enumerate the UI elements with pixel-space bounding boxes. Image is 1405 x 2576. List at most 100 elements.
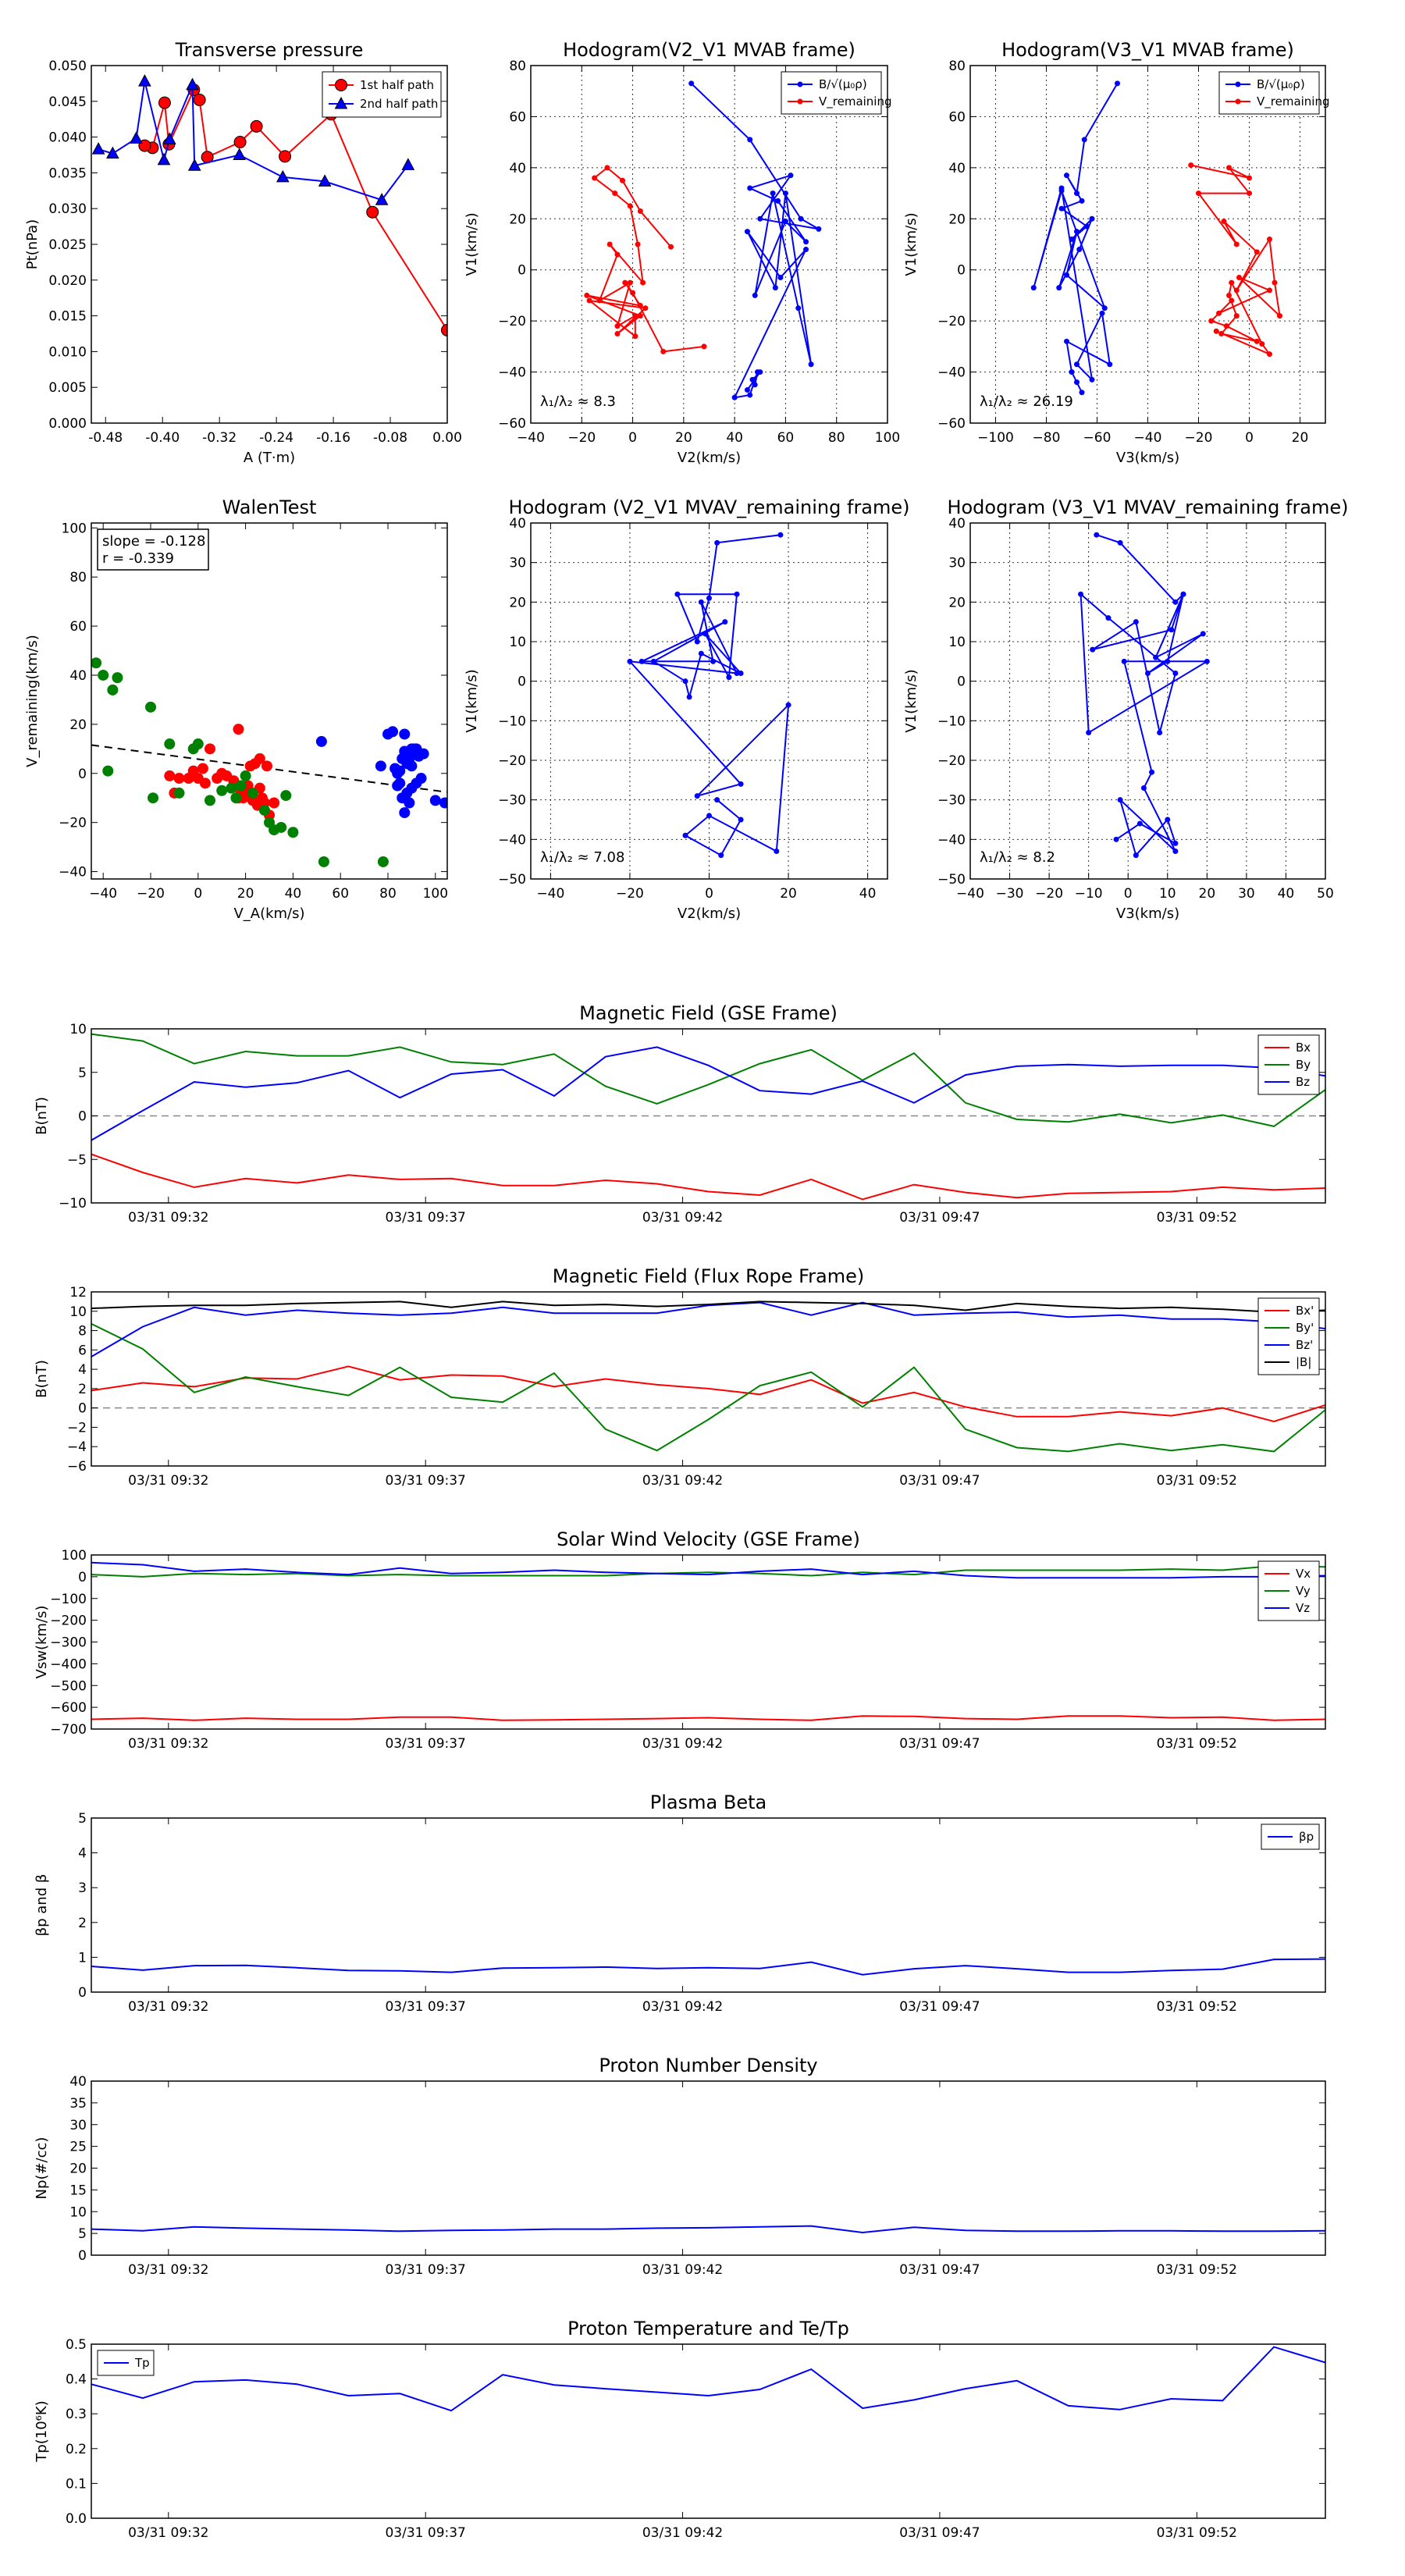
series-line	[91, 1715, 1325, 1721]
chart-title: Magnetic Field (Flux Rope Frame)	[553, 1265, 864, 1287]
x-tick-label: 0	[1245, 430, 1254, 446]
data-point	[315, 735, 327, 747]
data-point	[682, 678, 688, 685]
data-point	[710, 658, 717, 664]
y-tick-label: 40	[69, 2074, 87, 2090]
data-point	[1140, 785, 1147, 791]
annotation-text: λ₁/λ₂ ≈ 7.08	[540, 849, 624, 866]
data-point	[612, 190, 618, 197]
x-tick-label: 03/31 09:32	[128, 1473, 208, 1489]
x-tick-label: −20	[616, 886, 644, 902]
data-point	[788, 173, 794, 179]
data-point	[279, 150, 292, 163]
data-point	[375, 760, 386, 772]
data-point	[604, 165, 610, 171]
data-point	[158, 96, 171, 109]
data-point	[637, 313, 643, 319]
data-point	[1089, 376, 1095, 382]
chart-hod2: Hodogram(V3_V1 MVAB frame) −60 −40 −20 0 20 40…	[903, 39, 1330, 466]
series-line	[690, 83, 820, 399]
gridlines	[970, 65, 1325, 424]
series-1	[91, 657, 389, 867]
data-point	[399, 807, 411, 819]
y-axis-label: Pt(nPa)	[24, 219, 41, 269]
chart-ts_np: Proton Number Density 0 5 10 15 20 25 30 35 40 03/…	[34, 2055, 1326, 2278]
x-tick-label: 03/31 09:52	[1157, 1473, 1237, 1489]
data-point	[1074, 379, 1080, 386]
y-tick-label: 10	[69, 1304, 87, 1320]
data-point	[630, 290, 636, 296]
data-point	[441, 323, 447, 336]
y-tick-label: 25	[69, 2140, 87, 2155]
y-tick-label: −400	[50, 1656, 87, 1672]
y-axis-label: Vsw(km/s)	[34, 1606, 50, 1679]
data-point	[632, 333, 638, 340]
data-point	[757, 369, 763, 375]
y-tick-label: −10	[498, 713, 526, 729]
data-point	[192, 738, 204, 750]
y-tick-label: −600	[50, 1700, 87, 1716]
data-point	[1074, 361, 1080, 368]
data-point	[698, 599, 704, 605]
data-point	[782, 219, 788, 225]
data-point	[731, 394, 738, 400]
series-2	[91, 1301, 1325, 1357]
y-tick-label: 10	[69, 1022, 87, 1037]
y-tick-label: 0.3	[66, 2407, 87, 2422]
plot-area	[91, 657, 447, 867]
annotation-text: λ₁/λ₂ ≈ 26.19	[980, 393, 1073, 410]
y-tick-label: 0	[78, 1570, 87, 1585]
x-tick-label: 80	[379, 886, 397, 902]
data-point	[694, 639, 700, 645]
series-line	[91, 1323, 1325, 1453]
y-tick-label: 10	[69, 2204, 87, 2220]
data-point	[1254, 338, 1260, 344]
data-point	[718, 852, 724, 859]
y-axis-label: Np(#/cc)	[34, 2137, 50, 2200]
x-tick-label: 03/31 09:47	[899, 1999, 980, 2015]
x-tick-label: 80	[828, 430, 845, 446]
data-point	[752, 382, 758, 388]
x-tick-label: −40	[1134, 430, 1162, 446]
y-tick-label: −300	[50, 1635, 87, 1651]
x-tick-label: 20	[237, 886, 254, 902]
legend-marker	[797, 98, 803, 105]
data-point	[392, 780, 404, 792]
y-tick-label: −10	[59, 1196, 87, 1212]
data-point	[254, 753, 265, 764]
y-tick-label: 5	[78, 1066, 87, 1081]
data-point	[640, 279, 646, 286]
legend-entry: Vz	[1296, 1601, 1310, 1615]
data-point	[702, 631, 708, 637]
data-point	[98, 669, 109, 681]
data-point	[770, 190, 776, 197]
y-tick-label: −40	[59, 865, 87, 881]
data-point	[1101, 305, 1108, 311]
data-point	[757, 215, 763, 222]
data-point	[682, 832, 688, 838]
y-tick-label: −40	[937, 365, 966, 381]
data-point	[280, 790, 292, 802]
y-tick-label: 20	[69, 717, 87, 733]
x-tick-label: 60	[332, 886, 349, 902]
y-tick-label: 20	[69, 2161, 87, 2177]
data-point	[1094, 532, 1100, 538]
y-tick-label: −6	[67, 1459, 87, 1475]
y-tick-label: 0	[518, 674, 526, 690]
data-point	[738, 781, 744, 787]
data-point	[638, 658, 645, 664]
y-tick-label: −50	[937, 872, 966, 888]
data-point	[1233, 287, 1240, 294]
series-line	[91, 2225, 1325, 2234]
data-point	[1221, 219, 1227, 225]
data-point	[276, 169, 290, 183]
y-tick-label: −60	[937, 416, 966, 432]
x-tick-label: 100	[875, 430, 900, 446]
data-point	[112, 672, 123, 684]
y-tick-label: 60	[69, 619, 87, 635]
data-point	[706, 813, 712, 819]
x-tick-label: 40	[285, 886, 302, 902]
plot-frame	[530, 65, 888, 424]
data-point	[1149, 769, 1155, 775]
